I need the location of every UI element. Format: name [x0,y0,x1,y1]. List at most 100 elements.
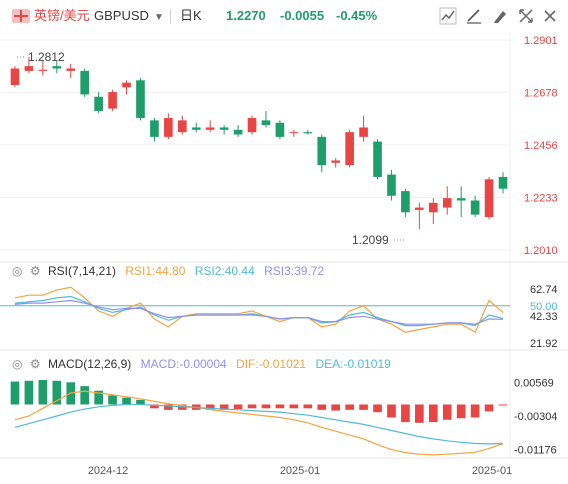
rsi-name[interactable]: RSI(7,14,21) [47,264,116,278]
macd-bar [442,404,452,420]
rsi3-value: RSI3:39.72 [264,264,325,278]
macd-tick-label: 0.00569 [514,378,554,390]
macd-series-line-dea [14,403,504,445]
macd-bar [233,404,243,410]
candle-body [303,132,313,134]
dea-value: DEA:-0.01019 [315,357,391,371]
macd-panel [10,380,508,456]
candle-body [164,118,173,137]
candle-body [470,200,480,215]
candle-body [484,179,494,218]
macd-bar [247,404,257,409]
macd-bar [289,404,299,409]
axes: 1.2901 1.2678 1.2456 1.2233 1.2010 62.74 50.00… [88,35,558,477]
macd-bar [317,404,327,410]
macd-bar [401,404,410,423]
pen-icon[interactable] [490,6,510,26]
flag-icon [12,9,30,23]
rsi-tick-label: 62.74 [530,284,558,296]
draw-line-icon[interactable] [464,6,484,26]
macd-bar [387,404,396,418]
expand-icon[interactable] [516,6,536,26]
candle-body [401,191,410,213]
macd-bar [80,386,90,405]
macd-bar [164,404,173,410]
close-icon[interactable] [540,6,560,26]
rsi-series-line-rsi2 [14,295,504,327]
macd-name[interactable]: MACD(12,26,9) [47,357,132,371]
toolbar: 英镑/美元 GBPUSD ▼ 日K 1.2270 -0.0055 -0.45% [0,0,568,33]
macd-bar [94,390,103,405]
candle-body [317,136,327,166]
macd-bar [373,404,382,413]
settings-icon[interactable]: ⚙ [29,264,41,278]
macd-bar [122,397,131,405]
macd-bar [275,404,285,409]
price-change: -0.0055 [280,8,325,23]
candle-body [122,82,131,88]
macd-bar [331,404,341,411]
price-panel [10,56,508,241]
toolbar-divider [170,9,171,24]
low-price-label: 1.2099 [352,233,389,247]
rsi-panel [0,286,510,334]
candle-body [247,118,257,133]
macd-bar [150,404,159,409]
macd-bar [303,404,313,409]
candle-body [345,132,354,166]
rsi-header: ◎ ⚙ RSI(7,14,21) RSI1:44.80 RSI2:40.44 R… [12,264,324,278]
timeframe-selector[interactable]: 日K [180,8,202,23]
macd-bar [470,404,480,418]
dif-value: DIF:-0.01021 [236,357,307,371]
candle-body [205,127,215,130]
candle-body [66,68,76,71]
candle-body [24,66,34,71]
candle-body [359,127,368,137]
candle-body [456,198,466,201]
x-tick-label: 2024-12 [88,465,128,477]
price-tick-label: 1.2456 [524,140,558,152]
macd-bar [359,404,368,410]
macd-header: ◎ ⚙ MACD(12,26,9) MACD:-0.00004 DIF:-0.0… [12,357,391,371]
settings-icon[interactable]: ⚙ [29,357,41,371]
candle-body [233,129,243,135]
candle-body [10,68,20,86]
price-tick-label: 1.2233 [524,192,558,204]
macd-bar [456,404,466,419]
macd-bar [108,395,117,405]
price-tick-label: 1.2678 [524,88,558,100]
chart-toggle-icon[interactable] [438,6,458,26]
eye-icon[interactable]: ◎ [12,357,23,371]
macd-bar [136,399,145,405]
pair-code[interactable]: GBPUSD [94,8,149,23]
x-tick-label: 2025-01 [280,465,320,477]
rsi-tick-label: 21.92 [530,338,558,350]
high-price-label: 1.2812 [28,50,65,64]
eye-icon[interactable]: ◎ [12,264,23,278]
pair-name[interactable]: 英镑/美元 [34,8,90,23]
candle-body [219,127,229,130]
pair-dropdown-caret-icon[interactable]: ▼ [154,12,164,23]
candle-body [289,132,299,134]
rsi-tick-label: 42.33 [530,311,558,323]
macd-bar [484,404,494,412]
macd-bar [24,380,34,405]
candle-body [52,66,62,69]
macd-bar [261,404,271,409]
candle-body [373,141,382,177]
candle-body [415,207,424,210]
candle-body [261,120,271,126]
candle-body [428,202,438,213]
candle-body [275,122,285,137]
candle-body [108,92,117,109]
candle-body [150,120,159,137]
last-price: 1.2270 [226,8,266,23]
price-change-pct: -0.45% [336,8,378,23]
grid [0,33,568,459]
candle-body [38,69,48,71]
macd-bar [498,404,508,406]
macd-bar [219,404,229,410]
rsi-series-line-rsi3 [14,299,504,325]
candle-body [387,174,396,196]
